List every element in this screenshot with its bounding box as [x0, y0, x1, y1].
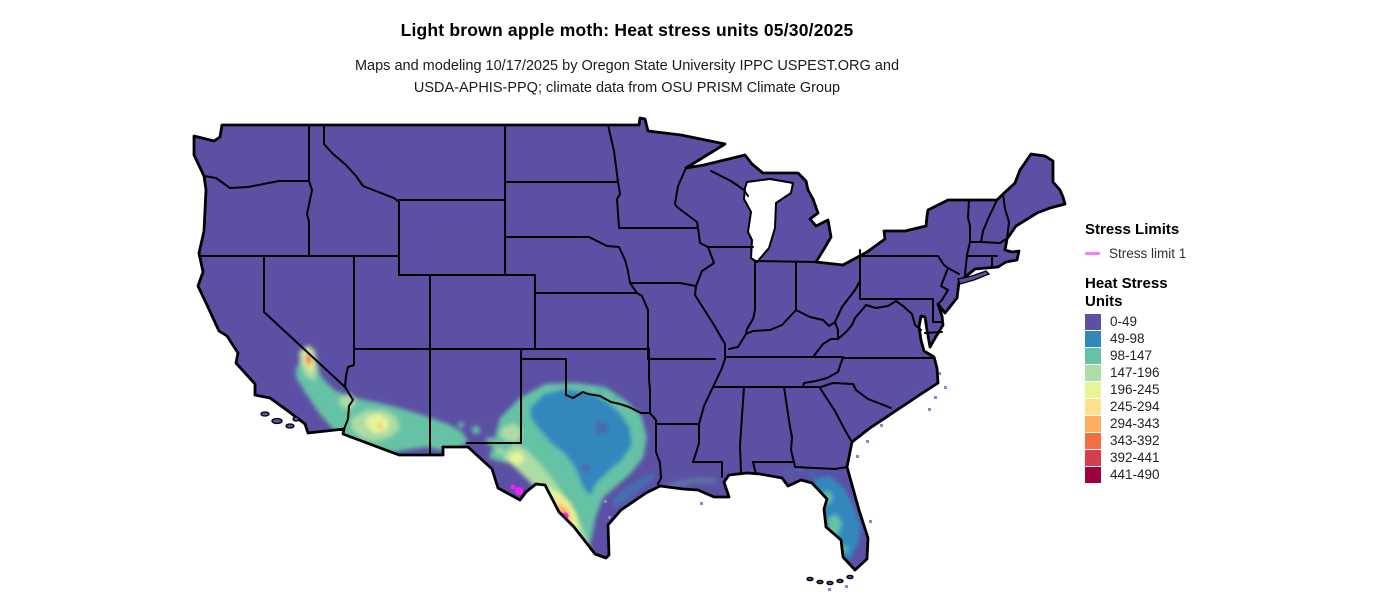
legend-class-swatch	[1085, 364, 1101, 381]
legend-class-swatch	[1085, 330, 1101, 347]
offshore-cell	[934, 396, 937, 399]
subtitle-line-2: USDA-APHIS-PPQ; climate data from OSU PR…	[413, 80, 841, 96]
legend-class-row: 0-49	[1085, 313, 1160, 330]
offshore-cell	[608, 516, 611, 519]
legend-class-label: 49-98	[1110, 331, 1145, 346]
florida-key	[806, 576, 814, 582]
legend-class-label: 196-245	[1110, 382, 1160, 397]
legend-class-label: 0-49	[1110, 314, 1138, 329]
stress-limit-line-swatch	[1085, 252, 1100, 255]
legend-class-swatch	[1085, 347, 1101, 364]
offshore-cells	[604, 372, 947, 591]
legend-class-label: 441-490	[1110, 467, 1160, 482]
long-island	[957, 270, 991, 285]
legend-class-label: 294-343	[1110, 416, 1160, 431]
legend-class-row: 196-245	[1085, 381, 1160, 398]
legend-class-swatch	[1085, 398, 1101, 415]
us-land	[194, 118, 1065, 570]
stress-limit-label: Stress limit 1	[1109, 246, 1187, 261]
legend-class-swatch	[1085, 449, 1101, 466]
florida-key	[846, 574, 854, 580]
legend-heat-title: Heat Stress Units	[1085, 275, 1168, 310]
florida-key	[816, 579, 824, 585]
legend-class-row: 392-441	[1085, 449, 1160, 466]
islands	[260, 270, 991, 586]
legend-class-swatch	[1085, 415, 1101, 432]
figure-subtitle: Maps and modeling 10/17/2025 by Oregon S…	[0, 55, 1254, 99]
florida-key	[826, 580, 834, 586]
legend-class-row: 49-98	[1085, 330, 1160, 347]
legend-class-swatch	[1085, 381, 1101, 398]
us-outline	[192, 116, 1067, 572]
legend-class-label: 343-392	[1110, 433, 1160, 448]
offshore-cell	[856, 455, 859, 458]
legend-class-label: 147-196	[1110, 365, 1160, 380]
legend-class-label: 98-147	[1110, 348, 1153, 363]
offshore-cell	[938, 372, 941, 375]
legend-class-row: 294-343	[1085, 415, 1160, 432]
offshore-cell	[944, 386, 947, 389]
offshore-cell	[828, 588, 831, 591]
legend-class-row: 98-147	[1085, 347, 1160, 364]
offshore-cell	[880, 424, 883, 427]
offshore-cell	[869, 520, 872, 523]
legend-class-swatch	[1085, 313, 1101, 330]
legend-stress-limits-title: Stress Limits	[1085, 221, 1180, 238]
state-borders	[198, 124, 1010, 485]
legend-class-row: 441-490	[1085, 466, 1160, 483]
figure-title: Light brown apple moth: Heat stress unit…	[400, 20, 854, 40]
offshore-cell	[928, 408, 931, 411]
channel-island	[271, 417, 283, 425]
legend-class-label: 392-441	[1110, 450, 1160, 465]
legend-class-row: 245-294	[1085, 398, 1160, 415]
offshore-cell	[845, 585, 848, 588]
legend-class-row: 147-196	[1085, 364, 1160, 381]
channel-island	[260, 411, 270, 417]
offshore-cell	[866, 440, 869, 443]
subtitle-line-1: Maps and modeling 10/17/2025 by Oregon S…	[354, 58, 900, 74]
legend-class-swatch	[1085, 466, 1101, 483]
legend-class-swatch	[1085, 432, 1101, 449]
channel-island	[285, 423, 295, 429]
legend-class-list: 0-49 49-98 98-147 147-196 196-245 245-294 294-…	[1085, 313, 1160, 483]
offshore-cell	[604, 500, 607, 503]
florida-key	[836, 578, 844, 584]
legend-class-label: 245-294	[1110, 399, 1160, 414]
legend-class-row: 343-392	[1085, 432, 1160, 449]
channel-island	[292, 416, 300, 422]
offshore-cell	[700, 502, 703, 505]
